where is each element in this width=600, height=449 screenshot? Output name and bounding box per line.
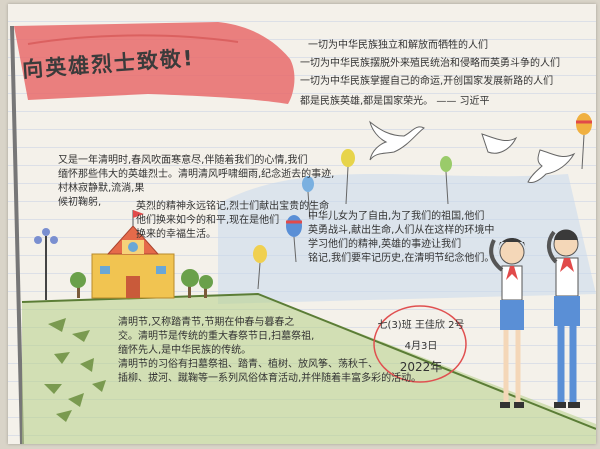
- qingming-line: 清明节的习俗有扫墓祭祖、踏青、植树、放风筝、荡秋千、: [118, 359, 378, 370]
- grass-edge: [21, 292, 596, 430]
- quote-line: 一切为中华民族掌握自己的命运,开创国家发展新路的人们: [300, 76, 554, 87]
- heroes-line: 学习他们的精神,英雄的事迹让我们: [308, 239, 462, 250]
- girl-figure: [489, 238, 526, 408]
- story-line: 缅怀那些伟大的英雄烈士。清明清风呼啸细雨,纪念逝去的事迹,: [58, 169, 335, 180]
- street-lamp: [34, 228, 58, 300]
- quote-line: 一切为中华民族独立和解放而牺牲的人们: [308, 40, 488, 51]
- poster-illustrations: [10, 22, 596, 444]
- story-line: 英烈的精神永远铭记,烈士们献出宝贵的生命: [136, 201, 330, 212]
- signature-class: 七(3)班 王佳欣 2号: [377, 320, 465, 331]
- story-line: 候初鞠躬,: [58, 197, 102, 208]
- signature-date: 4月3日: [404, 341, 438, 352]
- quote-line: 一切为中华民族摆脱外来殖民统治和侵略而英勇斗争的人们: [300, 58, 560, 69]
- story-line: 又是一年清明时,春风吹面寒意尽,伴随着我们的心情,我们: [58, 155, 308, 166]
- story-line: 他们换来如今的和平,现在是他们: [136, 215, 280, 226]
- heroes-line: 铭记,我们要牢记历史,在清明节纪念他们。: [308, 253, 495, 264]
- signature-year: 2022年: [399, 360, 443, 374]
- quote-line: 都是民族英雄,都是国家荣光。 —— 习近平: [300, 96, 490, 107]
- qingming-line: 插柳、拔河、蹴鞠等一系列风俗体育活动,并伴随着丰富多彩的活动。: [118, 373, 422, 384]
- leaf-cluster: [44, 318, 106, 422]
- dove-left: [369, 120, 425, 161]
- signature-block: 七(3)班 王佳欣 2号 4月3日 2022年: [376, 316, 466, 375]
- heroes-line: 中华儿女为了自由,为了我们的祖国,他们: [308, 211, 485, 222]
- qingming-line: 缅怀先人,是中华民族的传统。: [118, 345, 252, 356]
- qingming-paragraph: 清明节,又称踏青节,节期在仲春与暮春之 交。清明节是传统的重大春祭节日,扫墓祭祖…: [118, 316, 421, 386]
- story-paragraph: 又是一年清明时,春风吹面寒意尽,伴随着我们的心情,我们 缅怀那些伟大的英雄烈士。…: [58, 154, 334, 210]
- qingming-line: 交。清明节是传统的重大春祭节日,扫墓祭祖,: [118, 331, 315, 342]
- dove-right: [481, 133, 576, 183]
- signature-oval: [373, 305, 467, 383]
- red-flag: [14, 22, 295, 104]
- school-building: [91, 210, 175, 299]
- balloons: [253, 113, 592, 290]
- boy-figure: [547, 229, 580, 408]
- heroes-paragraph: 中华儿女为了自由,为了我们的祖国,他们 英勇战斗,献出生命,人们从在这样的环境中…: [308, 210, 494, 266]
- flag-fold: [27, 34, 239, 45]
- poster-paper: 向英雄烈士致敬! 一切为中华民族独立和解放而牺牲的人们 一切为中华民族摆脱外来殖…: [8, 4, 596, 444]
- story-line: 换来的幸福生活。: [136, 229, 216, 240]
- story-line: 村林寂静默,流淌,果: [58, 183, 145, 194]
- trees: [70, 269, 213, 298]
- flag-pole: [10, 25, 24, 444]
- story-paragraph-cont: 英烈的精神永远铭记,烈士们献出宝贵的生命 他们换来如今的和平,现在是他们 换来的…: [136, 200, 329, 242]
- qingming-line: 清明节,又称踏青节,节期在仲春与暮春之: [118, 317, 295, 328]
- grass-field: [22, 294, 596, 444]
- heroes-line: 英勇战斗,献出生命,人们从在这样的环境中: [308, 225, 495, 236]
